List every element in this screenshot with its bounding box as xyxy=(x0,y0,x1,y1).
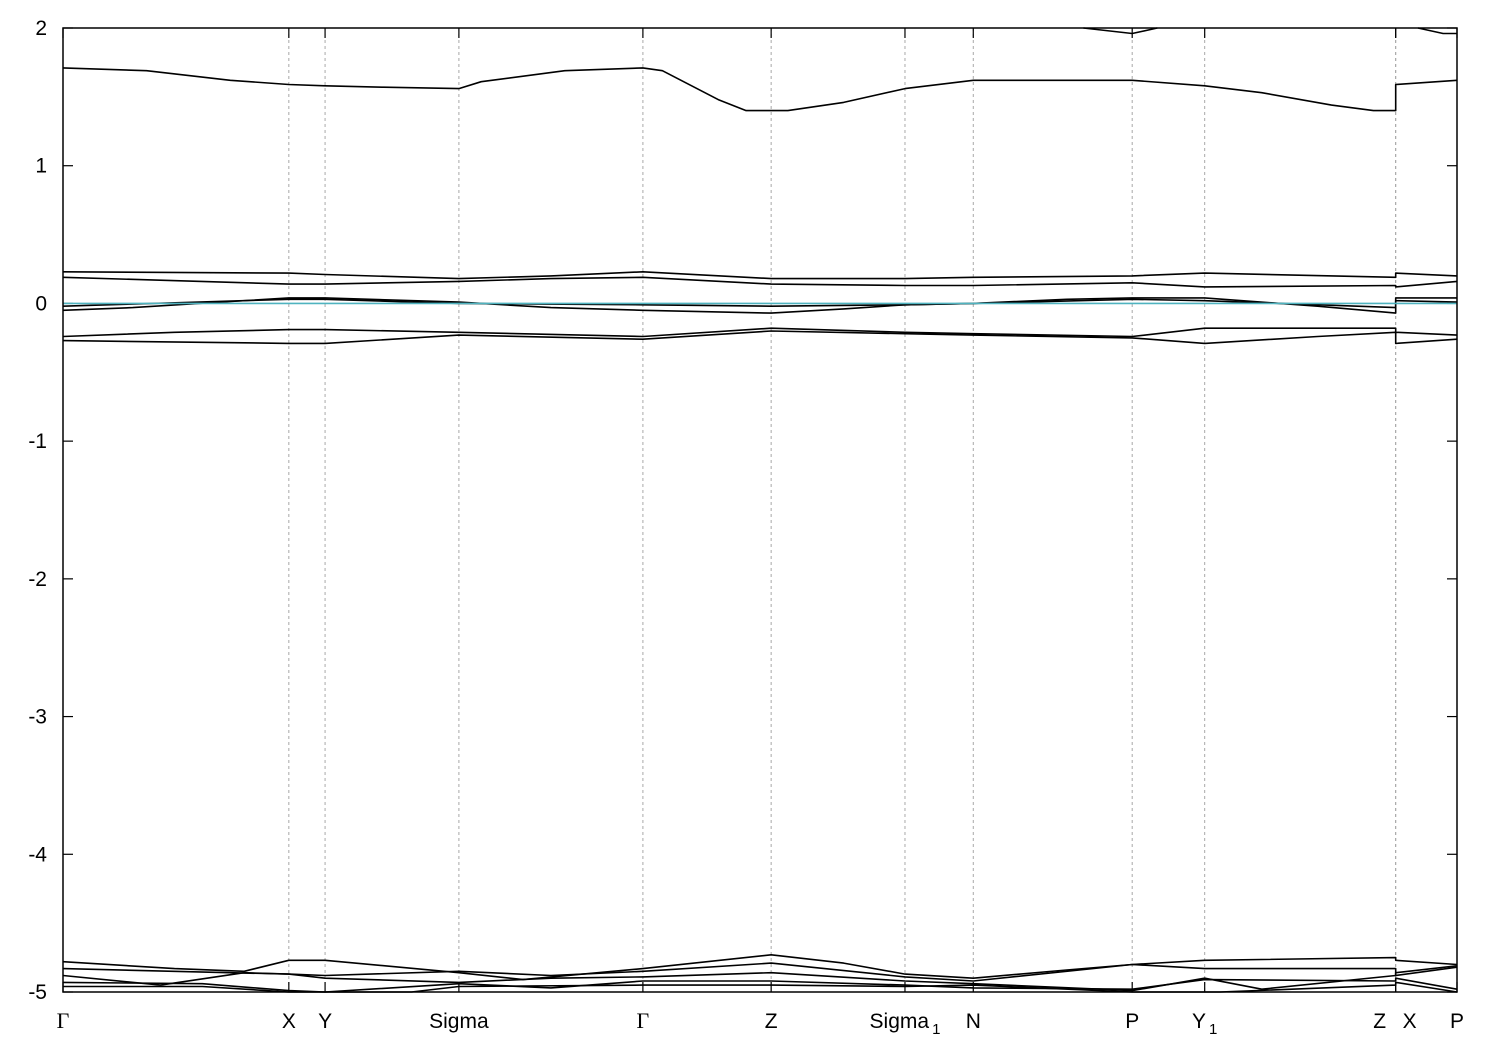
kpoint-label: P xyxy=(1450,1010,1464,1033)
x-axis: Γ X Y Sigma Γ Z Sigma 1 N P Y 1 Z X P xyxy=(57,28,1464,1038)
bands xyxy=(62,27,1458,993)
kpoint-label-text: Sigma xyxy=(429,1010,489,1033)
kpoint-label: P xyxy=(1125,1010,1139,1033)
y-tick-label: -1 xyxy=(28,430,47,453)
band-line-13 xyxy=(62,977,1458,993)
kpoint-label-text: Γ xyxy=(637,1008,650,1033)
y-axis: 2 1 0 -1 -2 -3 -4 -5 xyxy=(28,17,1457,1004)
kpoint-label-text: X xyxy=(1403,1010,1417,1033)
kpoint-label: Sigma 1 xyxy=(870,1010,941,1038)
kpoint-label: N xyxy=(966,1010,981,1033)
band-line-1 xyxy=(62,67,1458,112)
band-line-6 xyxy=(62,297,1457,314)
y-tick-label: -3 xyxy=(28,706,47,729)
kpoint-label-subscript: 1 xyxy=(1209,1021,1217,1038)
kpoint-label-text: X xyxy=(282,1010,296,1033)
y-tick-label: 1 xyxy=(35,155,47,178)
y-tick-label: -5 xyxy=(28,981,47,1004)
band-line-5 xyxy=(62,276,1458,288)
kpoint-label-text: Sigma xyxy=(870,1010,930,1033)
kpoint-label: Sigma xyxy=(429,1010,489,1033)
kpoint-label: Z xyxy=(1373,1010,1386,1033)
band-line-4 xyxy=(62,271,1458,280)
y-tick-label: -2 xyxy=(28,568,47,591)
kpoint-label-text: N xyxy=(966,1010,981,1033)
kpoint-label-text: Y xyxy=(318,1010,332,1033)
y-tick-label: 2 xyxy=(35,17,47,40)
kpoint-label: Γ xyxy=(57,1008,70,1033)
y-tick-label: -4 xyxy=(28,843,47,866)
band-line-11 xyxy=(62,962,1458,982)
band-line-8 xyxy=(62,327,1458,338)
band-line-12 xyxy=(62,965,1458,992)
kpoint-label-text: Γ xyxy=(57,1008,70,1033)
kpoint-label: Z xyxy=(765,1010,778,1033)
kpoint-label-text: Z xyxy=(765,1010,778,1033)
kpoint-label: Γ xyxy=(637,1008,650,1033)
y-tick-label: 0 xyxy=(35,292,47,315)
kpoint-label: X xyxy=(282,1010,296,1033)
kpoint-label-text: Y xyxy=(1192,1010,1206,1033)
kpoint-label: X xyxy=(1403,1010,1417,1033)
band-line-9 xyxy=(62,330,1458,345)
band-line-3 xyxy=(1417,27,1457,35)
kpoint-label-subscript: 1 xyxy=(932,1021,940,1038)
band-line-10 xyxy=(62,954,1458,981)
plot-frame xyxy=(62,27,1458,993)
kpoint-label-text: P xyxy=(1125,1010,1139,1033)
kpoint-label: Y xyxy=(318,1010,332,1033)
kpoint-label-text: P xyxy=(1450,1010,1464,1033)
band-line-2 xyxy=(1083,27,1158,35)
band-line-7 xyxy=(62,298,1458,309)
kpoint-grid xyxy=(288,28,1397,992)
kpoint-label-text: Z xyxy=(1373,1010,1386,1033)
